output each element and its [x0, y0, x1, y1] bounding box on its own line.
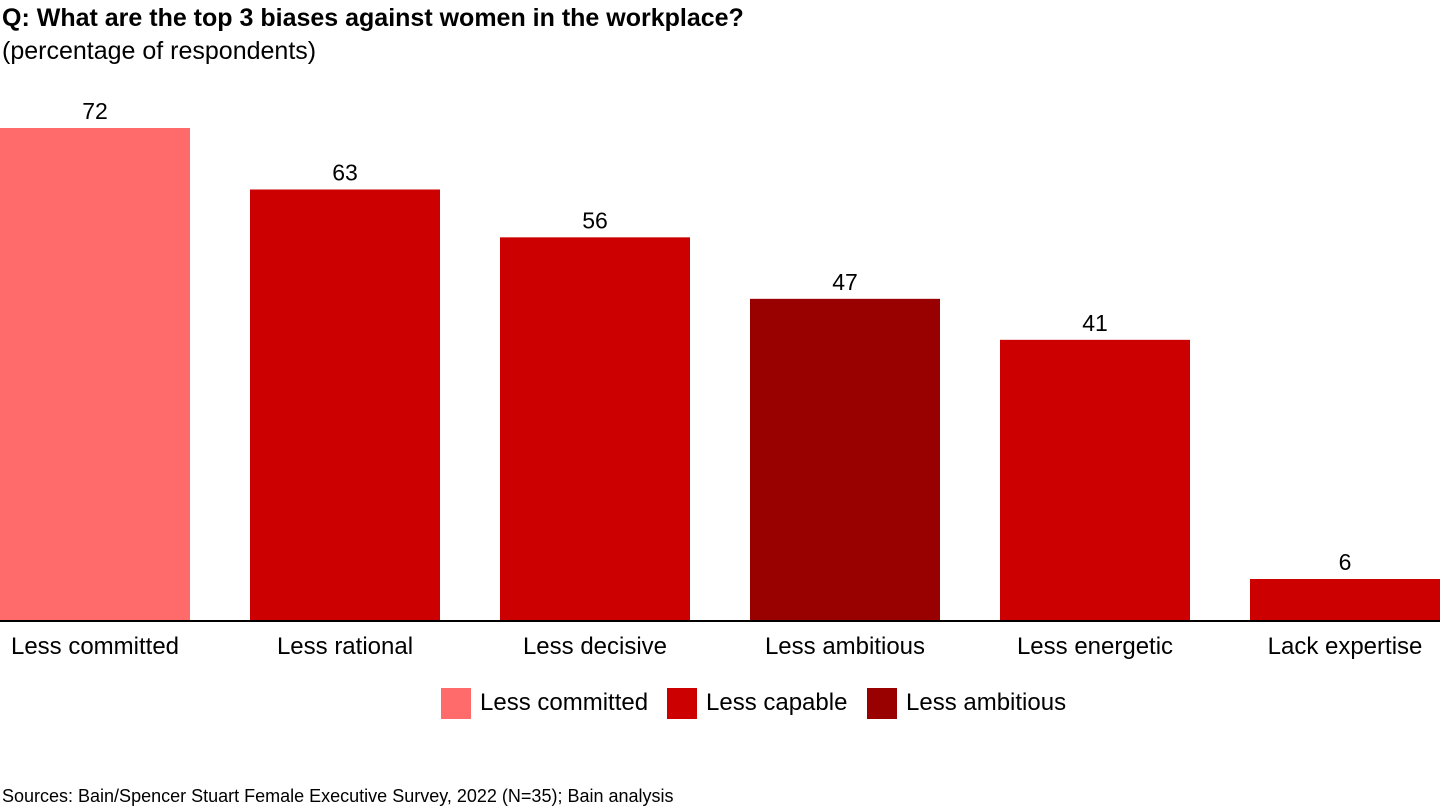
source-note: Sources: Bain/Spencer Stuart Female Exec… — [2, 786, 674, 806]
legend-item-less-committed: Less committed — [441, 687, 648, 719]
bar-chart: 72 Less committed 63 Less rational 56 Less de… — [0, 98, 1440, 660]
data-label-lack-expertise: 6 — [1339, 549, 1352, 575]
chart-legend: Less committed Less capable Less ambitio… — [0, 687, 1440, 721]
bar-less-committed — [0, 128, 190, 620]
bar-less-ambitious — [750, 298, 940, 620]
legend-swatch-less-committed — [441, 687, 471, 719]
legend-label-less-capable: Less capable — [706, 689, 848, 716]
data-label-less-committed: 72 — [82, 98, 108, 124]
chart-subtitle: (percentage of respondents) — [2, 37, 317, 65]
bar-less-decisive — [500, 237, 690, 621]
legend-item-less-ambitious: Less ambitious — [867, 687, 1066, 719]
legend-swatch-less-capable — [667, 687, 697, 719]
bar-less-rational — [250, 189, 440, 620]
legend-item-less-capable: Less capable — [667, 687, 847, 719]
bar-lack-expertise — [1250, 579, 1440, 620]
category-label-less-decisive: Less decisive — [523, 633, 667, 660]
data-label-less-decisive: 56 — [582, 207, 608, 233]
category-label-less-committed: Less committed — [11, 633, 179, 660]
data-label-less-energetic: 41 — [1082, 310, 1108, 336]
legend-label-less-ambitious: Less ambitious — [906, 689, 1067, 716]
bar-less-energetic — [1000, 339, 1190, 620]
category-label-less-rational: Less rational — [277, 633, 413, 660]
category-label-lack-expertise: Lack expertise — [1268, 633, 1423, 660]
category-label-less-ambitious: Less ambitious — [765, 633, 925, 660]
data-label-less-ambitious: 47 — [832, 269, 858, 295]
legend-label-less-committed: Less committed — [480, 689, 649, 716]
category-label-less-energetic: Less energetic — [1017, 633, 1173, 660]
legend-swatch-less-ambitious — [867, 687, 897, 719]
chart-title: Q: What are the top 3 biases against wom… — [2, 4, 744, 32]
data-label-less-rational: 63 — [332, 160, 358, 186]
